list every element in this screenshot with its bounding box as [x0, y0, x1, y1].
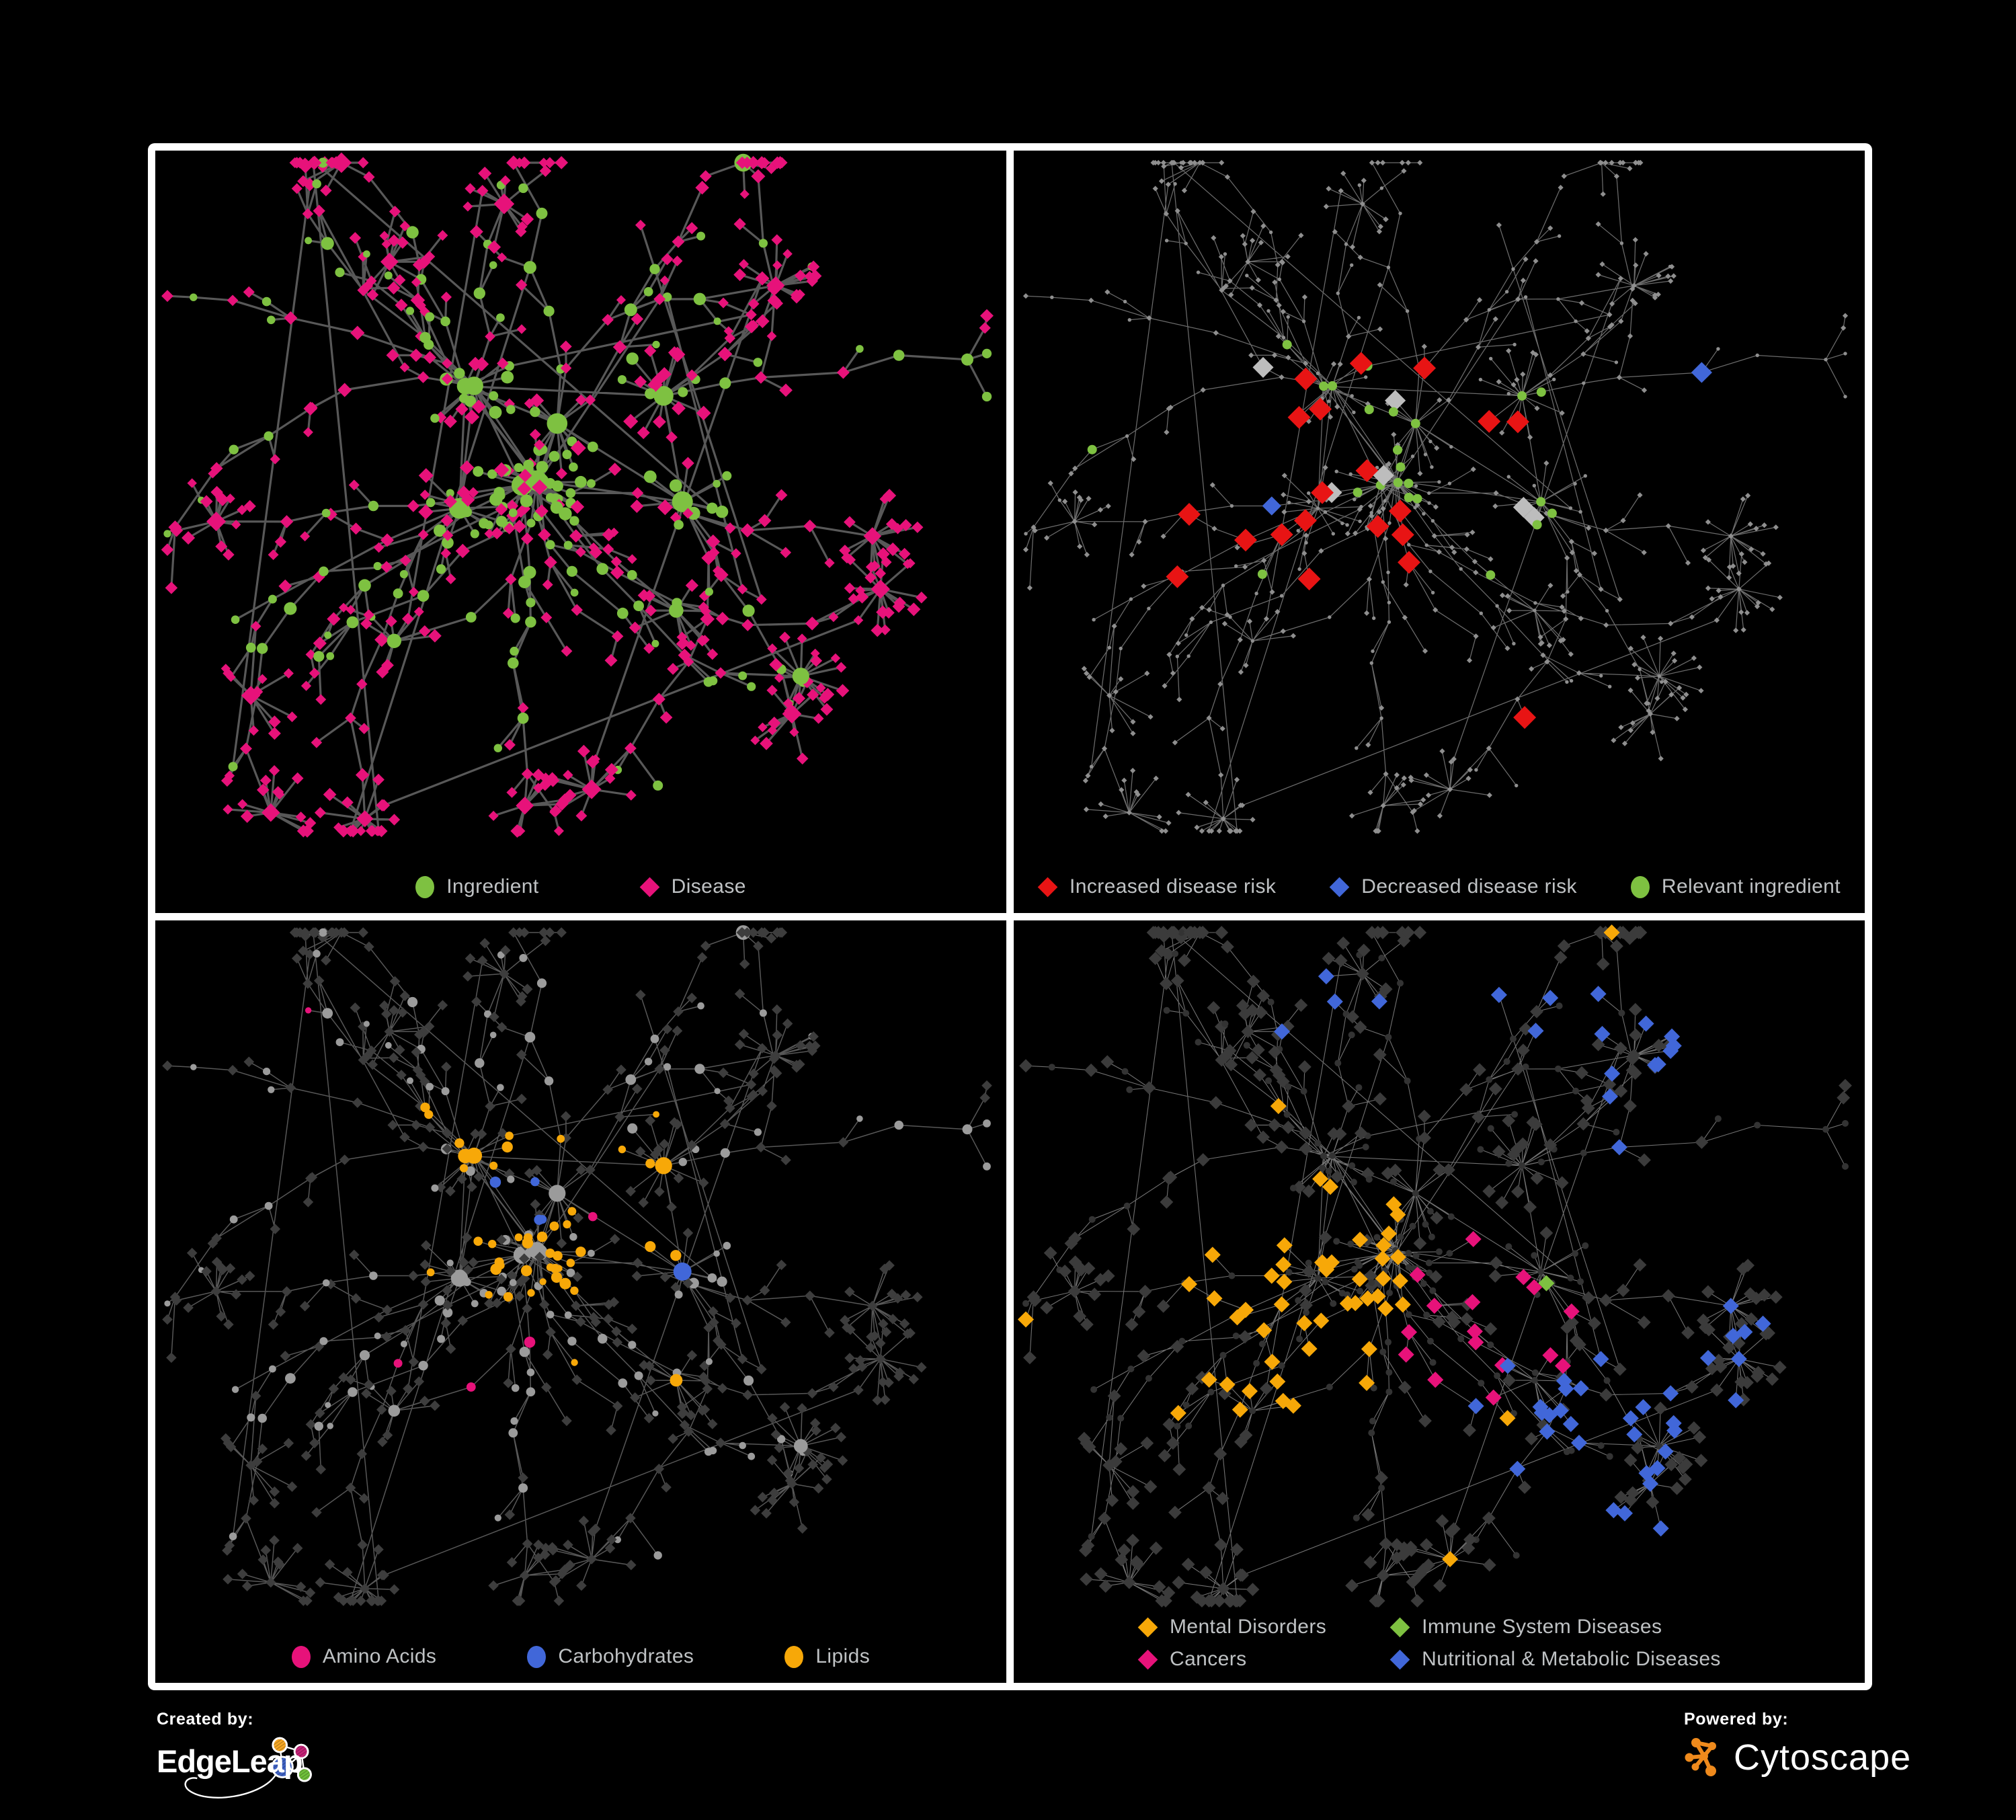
network-disease-categories: [1017, 924, 1852, 1608]
cytoscape-logo: Cytoscape: [1684, 1736, 1911, 1779]
legend-label: Lipids: [815, 1645, 871, 1667]
created-by-label: Created by:: [157, 1710, 254, 1729]
legend-marker-diamond: [1037, 877, 1058, 897]
legend-item-relevant-ingredient: Relevant ingredient: [1630, 875, 1841, 898]
legend-item-carbohydrates: Carbohydrates: [527, 1645, 694, 1668]
network-ingredient-disease: [161, 152, 994, 838]
legend-marker-circle: [1630, 875, 1650, 898]
legend-item-immune-system-diseases: Immune System Diseases: [1389, 1616, 1662, 1638]
legend-marker-diamond: [1389, 1617, 1410, 1637]
legend-item-nutritional-metabolic-diseases: Nutritional & Metabolic Diseases: [1389, 1648, 1721, 1671]
legend-item-amino-acids: Amino Acids: [291, 1645, 437, 1668]
edgeleap-logo-icon: [184, 1737, 312, 1798]
legend-label: Immune System Diseases: [1422, 1616, 1662, 1638]
legend-label: Relevant ingredient: [1661, 875, 1841, 898]
legend-label: Ingredient: [446, 875, 539, 898]
legend-label: Amino Acids: [322, 1645, 437, 1667]
legend-label: Carbohydrates: [558, 1645, 694, 1667]
legend-marker-diamond: [1389, 1649, 1410, 1669]
legend-label: Increased disease risk: [1070, 875, 1277, 898]
legend-disease-risk: Increased disease risk Decreased disease …: [1014, 875, 1865, 898]
legend-marker-diamond: [1329, 877, 1350, 897]
panel-ingredient-disease: Ingredient Disease: [155, 151, 1006, 913]
cytoscape-logo-icon: [1685, 1738, 1716, 1776]
edgeleap-credit: Created by:: [157, 1710, 399, 1820]
legend-disease-categories: Mental Disorders Immune System Diseases Ca…: [1137, 1616, 1721, 1671]
legend-label: Cancers: [1170, 1648, 1247, 1670]
legend-marker-circle: [784, 1645, 804, 1668]
legend-item-increased-disease-risk: Increased disease risk: [1037, 875, 1277, 898]
legend-marker-circle: [291, 1645, 311, 1668]
legend-item-ingredient: Ingredient: [415, 875, 538, 898]
legend-marker-circle: [415, 875, 435, 898]
edgeleap-logo-text: EdgeLeap: [157, 1743, 303, 1779]
network-nutrient-classes: [162, 925, 992, 1606]
legend-label: Nutritional & Metabolic Diseases: [1422, 1648, 1721, 1670]
legend-label: Disease: [671, 875, 746, 898]
legend-marker-diamond: [1137, 1617, 1158, 1637]
legend-marker-diamond: [639, 877, 659, 897]
legend-marker-diamond: [1137, 1649, 1158, 1669]
edgeleap-logo: EdgeLeap: [157, 1733, 399, 1820]
panel-disease-risk: Increased disease risk Decreased disease …: [1014, 151, 1865, 913]
cytoscape-credit: Powered by:: [1684, 1710, 1911, 1779]
legend-label: Mental Disorders: [1170, 1616, 1327, 1638]
legend-item-cancers: Cancers: [1137, 1648, 1247, 1671]
legend-item-lipids: Lipids: [784, 1645, 870, 1668]
legend-marker-circle: [527, 1645, 547, 1668]
powered-by-label: Powered by:: [1684, 1710, 1789, 1729]
legend-ingredient-disease: Ingredient Disease: [155, 875, 1006, 898]
cytoscape-logo-text: Cytoscape: [1734, 1737, 1912, 1778]
legend-item-decreased-disease-risk: Decreased disease risk: [1329, 875, 1577, 898]
panel-disease-categories: Mental Disorders Immune System Diseases Ca…: [1014, 920, 1865, 1683]
legend-label: Decreased disease risk: [1361, 875, 1577, 898]
panel-grid: Ingredient Disease Increased disease risk…: [148, 143, 1872, 1690]
legend-item-disease: Disease: [639, 875, 746, 898]
legend-item-mental-disorders: Mental Disorders: [1137, 1616, 1327, 1638]
legend-nutrient-classes: Amino Acids Carbohydrates Lipids: [155, 1645, 1006, 1668]
panel-nutrient-classes: Amino Acids Carbohydrates Lipids: [155, 920, 1006, 1683]
network-disease-risk: [1022, 159, 1849, 834]
